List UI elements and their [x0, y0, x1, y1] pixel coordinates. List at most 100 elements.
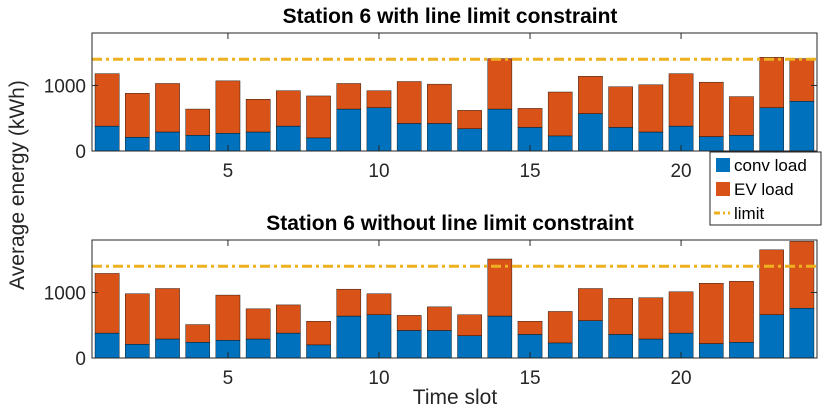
- bar-ev-load: [94, 273, 120, 334]
- bar-conv-load: [759, 107, 784, 151]
- bar-ev-load: [698, 81, 724, 137]
- bar-ev-load: [789, 241, 815, 309]
- bar-conv-load: [336, 108, 362, 151]
- bar-ev-load: [215, 80, 241, 134]
- bar-ev-load: [245, 308, 271, 340]
- x-tick-label: 10: [368, 161, 389, 182]
- bar-conv-load: [729, 135, 754, 151]
- bar-ev-load: [125, 293, 150, 345]
- bar-ev-load: [578, 76, 603, 114]
- bar-ev-load: [336, 288, 362, 317]
- bar-conv-load: [94, 125, 120, 151]
- bar-conv-load: [276, 125, 301, 151]
- bar-conv-load: [457, 128, 482, 151]
- bar-conv-load: [125, 137, 150, 151]
- y-tick-label: 1000: [44, 76, 86, 97]
- x-tick-label: 15: [519, 368, 540, 389]
- bar-conv-load: [306, 137, 331, 151]
- bar-conv-load: [487, 315, 513, 358]
- legend: conv load EV load limit: [709, 151, 822, 226]
- bar-conv-load: [427, 330, 452, 358]
- bar-ev-load: [698, 283, 724, 344]
- bar-ev-load: [759, 249, 784, 315]
- bar-ev-load: [517, 321, 543, 335]
- bar-conv-load: [276, 332, 301, 358]
- bar-ev-load: [245, 99, 271, 133]
- bar-ev-load: [125, 93, 150, 138]
- y-tick-label: 0: [75, 142, 86, 163]
- legend-swatch-conv-load: [716, 158, 730, 172]
- bar-ev-load: [759, 57, 784, 108]
- bar-conv-load: [396, 123, 422, 151]
- x-tick-label: 20: [670, 368, 691, 389]
- bar-conv-load: [638, 131, 664, 151]
- y-tick-label: 1000: [44, 283, 86, 304]
- x-tick-label: 20: [670, 161, 691, 182]
- bar-ev-load: [547, 311, 573, 344]
- bar-conv-load: [547, 342, 573, 358]
- bar-conv-load: [608, 334, 633, 358]
- bar-conv-load: [547, 135, 573, 151]
- bar-ev-load: [638, 84, 664, 133]
- bar-ev-load: [668, 291, 694, 334]
- x-axis-label: Time slot: [413, 386, 498, 409]
- bar-ev-load: [306, 321, 331, 346]
- bar-ev-load: [276, 90, 301, 127]
- bar-ev-load: [215, 294, 241, 341]
- bar-ev-load: [517, 108, 543, 128]
- bar-conv-load: [578, 320, 603, 358]
- bar-conv-load: [366, 107, 392, 151]
- bar-ev-load: [427, 83, 452, 124]
- x-tick-label: 10: [368, 368, 389, 389]
- bar-ev-load: [608, 298, 633, 335]
- bar-ev-load: [487, 58, 513, 110]
- bar-ev-load: [427, 306, 452, 331]
- bars-group: [94, 241, 815, 358]
- bar-ev-load: [396, 315, 422, 331]
- bar-conv-load: [336, 315, 362, 358]
- bar-ev-load: [276, 304, 301, 334]
- bar-conv-load: [638, 338, 664, 358]
- bar-ev-load: [155, 288, 180, 340]
- legend-label-limit: limit: [734, 204, 764, 223]
- y-tick-label: 0: [75, 349, 86, 370]
- bar-conv-load: [185, 342, 211, 358]
- legend-swatch-ev-load: [716, 182, 730, 196]
- bar-conv-load: [185, 135, 211, 151]
- bar-conv-load: [698, 136, 724, 151]
- bar-ev-load: [547, 91, 573, 137]
- bar-ev-load: [729, 96, 754, 136]
- bar-ev-load: [487, 258, 513, 317]
- legend-label-conv-load: conv load: [734, 156, 807, 175]
- panel-title-with-limit: Station 6 with line limit constraint: [283, 5, 618, 28]
- bar-ev-load: [185, 108, 211, 136]
- bar-conv-load: [245, 131, 271, 151]
- bar-ev-load: [638, 297, 664, 340]
- bar-ev-load: [729, 281, 754, 343]
- bar-conv-load: [427, 123, 452, 151]
- bar-conv-load: [789, 100, 815, 151]
- x-tick-label: 5: [223, 161, 234, 182]
- bar-conv-load: [608, 127, 633, 151]
- bar-ev-load: [578, 288, 603, 321]
- panel-title-without-limit: Station 6 without line limit constraint: [266, 212, 634, 235]
- bar-ev-load: [336, 83, 362, 110]
- bar-conv-load: [487, 108, 513, 151]
- bar-ev-load: [155, 83, 180, 133]
- bar-conv-load: [457, 335, 482, 358]
- x-tick-label: 15: [519, 161, 540, 182]
- bar-conv-load: [125, 344, 150, 358]
- y-axis-label: Average energy (kWh): [6, 80, 29, 290]
- bar-ev-load: [366, 90, 392, 108]
- bar-conv-load: [698, 343, 724, 358]
- bar-conv-load: [789, 307, 815, 358]
- bar-conv-load: [729, 342, 754, 358]
- axes-box: [91, 239, 818, 359]
- bar-conv-load: [759, 314, 784, 358]
- bar-ev-load: [94, 73, 120, 127]
- bars-group: [94, 57, 815, 151]
- bar-conv-load: [94, 332, 120, 358]
- bar-ev-load: [457, 110, 482, 129]
- panel-with-limit: Station 6 with line limit constraint 0 10…: [44, 5, 818, 182]
